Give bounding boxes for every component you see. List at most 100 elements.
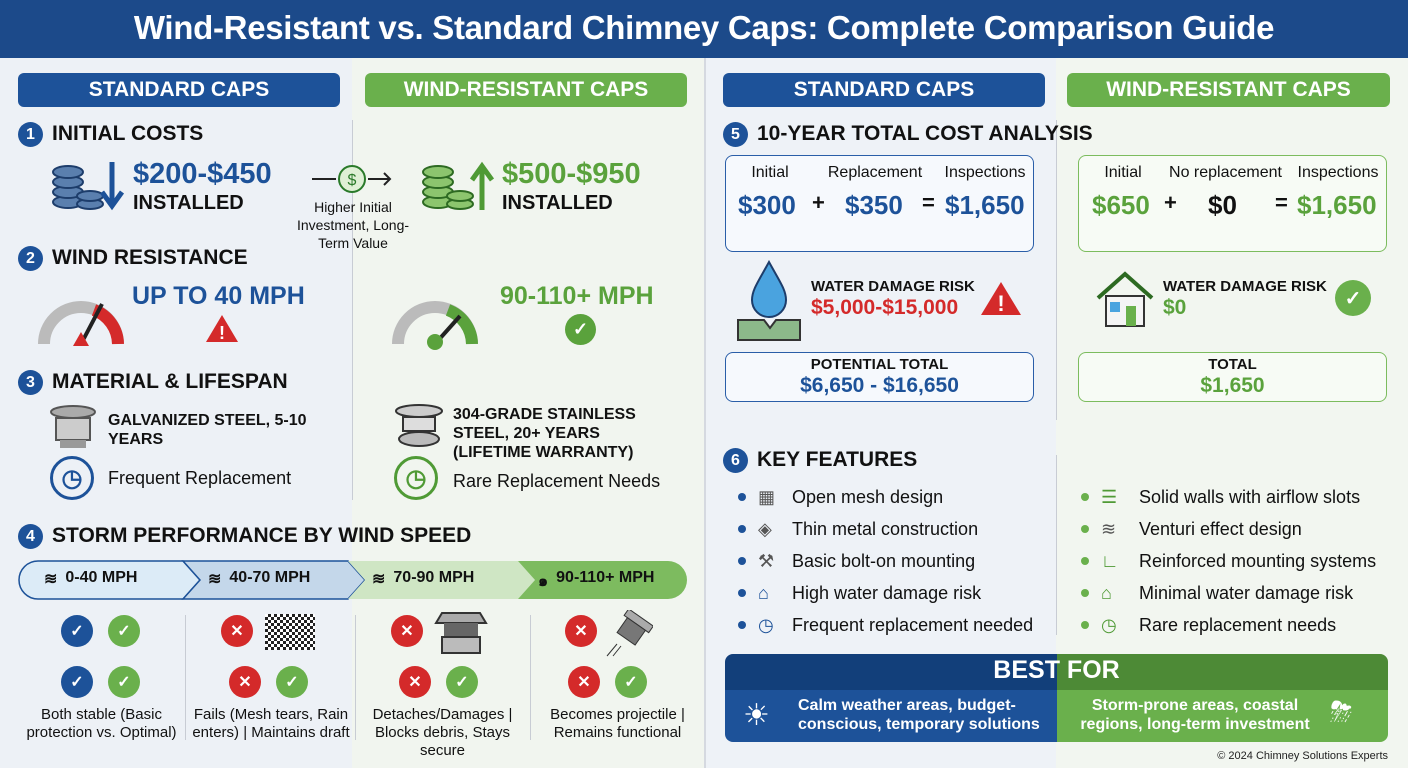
standard-price: $200-$450 [133,158,272,190]
house-icon [1096,271,1154,327]
cost-value: $0 [1208,190,1237,220]
section-number: 5 [723,122,748,147]
section-title-initial-costs: INITIAL COSTS [52,122,204,145]
airflow-icon: ≋ [1101,518,1117,539]
wind-icon: ≋ [208,571,222,588]
section-title-storm-performance: STORM PERFORMANCE BY WIND SPEED [52,524,472,547]
check-icon: ✓ [615,666,647,698]
standard-cost-box [725,155,1034,252]
performance-text: Becomes projectile | Remains functional [550,706,685,741]
coins-down-icon [52,162,125,211]
wind-speed-band [18,560,687,600]
clock-icon: ◷ [50,456,94,500]
mesh-icon: ▦ [758,486,776,507]
equals-sign: = [1275,190,1288,215]
section-title-material-lifespan: MATERIAL & LIFESPAN [52,370,288,393]
section-title-key-features: KEY FEATURES [757,448,918,471]
performance-text: Both stable (Basic protection vs. Optima… [26,706,177,741]
cost-label: Inspections [1297,164,1379,181]
warning-icon: ! [981,282,1021,316]
wind-icon: ≋ [372,571,386,588]
house-icon: ⌂ [1101,582,1112,603]
wind-cost-box [1078,155,1387,252]
list-item: ◈ Thin metal construction [738,519,1033,539]
list-item: ▦ Open mesh design [738,487,1033,507]
standard-replacement: Frequent Replacement [108,468,292,488]
total-value: $6,650 - $16,650 [800,374,959,397]
section-title-wind-resistance: WIND RESISTANCE [52,246,248,269]
x-icon: ✕ [229,666,261,698]
water-damage-icon [737,260,801,341]
list-item: ⌂ Minimal water damage risk [1081,583,1376,603]
bolt-icon: ⚒ [758,550,775,571]
sheet-metal-icon: ◈ [758,518,772,539]
performance-text: Detaches/Damages | Blocks debris, Stays … [372,706,513,759]
page-title: Wind-Resistant vs. Standard Chimney Caps… [0,0,1408,58]
cost-value: $350 [845,190,903,220]
stainless-cap-icon [395,404,443,447]
check-icon: ✓ [446,666,478,698]
risk-value: $0 [1163,296,1187,319]
gauge-high-icon [392,301,478,350]
standard-features-list: ▦ Open mesh design ◈ Thin metal constructi… [738,487,1033,635]
warning-icon: ! [206,315,238,343]
list-item: ◷ Rare replacement needs [1081,615,1376,635]
plus-sign: + [1164,190,1177,215]
torn-mesh-icon [265,614,315,650]
wind-replacement: Rare Replacement Needs [453,471,661,491]
galvanized-cap-icon [50,405,96,448]
dollar-arrow-icon: $ [312,165,392,193]
wind-installed-label: INSTALLED [502,192,613,214]
section-number: 4 [18,524,43,549]
cost-value: $300 [738,190,796,220]
x-icon: ✕ [221,615,253,647]
standard-wind-rating: UP TO 40 MPH [132,282,305,310]
header-standard-caps-right: STANDARD CAPS [723,73,1045,107]
clock-icon: ◷ [1101,614,1117,635]
wind-icon: ≋ [44,571,58,588]
section-number: 6 [723,448,748,473]
cost-label: Initial [1104,164,1142,181]
check-icon: ✓ [108,666,140,698]
total-box [1078,352,1387,402]
slotted-cap-icon: ☰ [1101,486,1118,507]
hurricane-icon: ๑ [538,573,549,590]
cost-value: $1,650 [1297,190,1377,220]
list-item: ⚒ Basic bolt-on mounting [738,551,1033,571]
cost-label: No replacement [1169,164,1282,181]
svg-text:!: ! [219,323,225,343]
check-icon: ✓ [276,666,308,698]
investment-note: Higher Initial Investment, Long-Term Val… [296,199,410,251]
header-wind-resistant-caps: WIND-RESISTANT CAPS [365,73,687,107]
risk-value: $5,000-$15,000 [811,296,959,319]
cost-label: Inspections [944,164,1026,181]
check-icon: ✓ [61,666,93,698]
coins-up-icon [422,161,495,210]
best-for-panel: BEST FOR ☀ Calm weather areas, budget-co… [725,654,1388,742]
cost-label: Replacement [827,164,923,181]
wind-price: $500-$950 [502,158,641,190]
cost-value: $650 [1092,190,1150,220]
standard-material: GALVANIZED STEEL, 5-10 YEARS [108,412,307,448]
wind-features-list: ☰ Solid walls with airflow slots ≋ Venturi… [1081,487,1376,635]
bracket-icon: ∟ [1101,550,1119,571]
gauge-low-icon [38,301,124,346]
equals-sign: = [922,190,935,215]
x-icon: ✕ [391,615,423,647]
section-number: 2 [18,246,43,271]
section-number: 1 [18,122,43,147]
standard-installed-label: INSTALLED [133,192,244,214]
best-for-wind: Storm-prone areas, coastal regions, long… [1080,697,1310,733]
copyright: © 2024 Chimney Solutions Experts [1217,750,1388,762]
clock-icon: ◷ [758,614,774,635]
check-icon: ✓ [565,314,596,345]
list-item: ∟ Reinforced mounting systems [1081,551,1376,571]
potential-total-box [725,352,1034,402]
panel-divider [704,58,706,768]
wind-material: 304-GRADE STAINLESS STEEL, 20+ YEARS (LI… [453,406,636,461]
wind-wind-rating: 90-110+ MPH [500,282,654,310]
check-icon: ✓ [1335,280,1371,316]
total-label: TOTAL [1208,356,1257,373]
list-item: ◷ Frequent replacement needed [738,615,1033,635]
x-icon: ✕ [568,666,600,698]
